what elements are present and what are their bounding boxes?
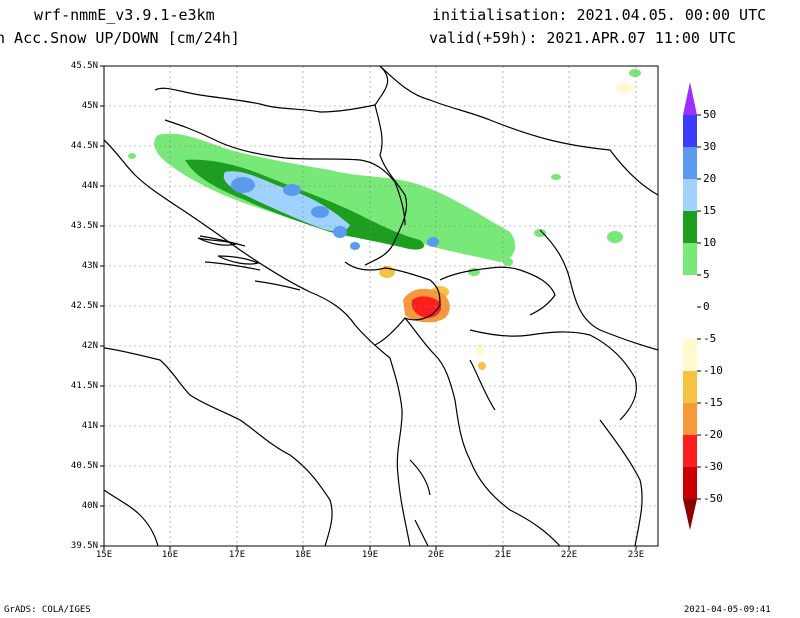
colorbar-label-0: 0: [703, 300, 710, 313]
snow-core-blue-3: [311, 206, 329, 218]
adriatic-east-coast: [103, 139, 411, 547]
corfu-area: [409, 459, 431, 547]
model-title: wrf-nmmE_v3.9.1-e3km: [34, 6, 215, 24]
snow-fields: [128, 69, 641, 370]
bulgaria-border: [539, 229, 659, 351]
snow-patch-4: [629, 69, 641, 77]
bosnia-serbia-border: [364, 104, 408, 266]
lat-label-42-5n: 42.5N: [70, 301, 98, 311]
lat-label-44-5n: 44.5N: [70, 141, 98, 151]
melt-light-1: [616, 83, 634, 93]
colorbar: [683, 82, 701, 530]
colorbar-swatch-m30-m50: [683, 467, 697, 499]
islands-3: [217, 255, 260, 265]
snow-patch-2: [534, 229, 546, 237]
melt-yellow-3: [478, 362, 486, 370]
colorbar-label-m30: -30: [703, 460, 723, 473]
lat-label-41-5n: 41.5N: [70, 381, 98, 391]
colorbar-label-15: 15: [703, 204, 717, 217]
snow-patch-5: [551, 174, 561, 180]
colorbar-swatch-30-20: [683, 147, 697, 179]
colorbar-swatch-10-5: [683, 243, 697, 275]
lon-label-22e: 22E: [560, 550, 578, 560]
lon-label-23e: 23E: [627, 550, 645, 560]
lat-label-41n: 41N: [81, 421, 98, 431]
italy-west-coast: [103, 347, 333, 547]
init-time: initialisation: 2021.04.05. 00:00 UTC: [432, 6, 767, 24]
snow-core-blue-2: [283, 184, 301, 196]
greece-border: [469, 359, 643, 547]
italy-heel: [103, 489, 159, 547]
snow-core-blue-1: [231, 177, 255, 193]
serbia-east: [379, 65, 659, 196]
slovenia-croatia-border: [154, 65, 389, 113]
snow-core-blue-6: [350, 242, 360, 250]
tick-marks: [100, 65, 637, 550]
islands-1: [199, 235, 301, 291]
snow-core-blue-4: [333, 226, 347, 238]
lat-label-40n: 40N: [81, 501, 98, 511]
colorbar-label-20: 20: [703, 172, 717, 185]
colorbar-bottom-arrow: [683, 499, 697, 530]
colorbar-label-30: 30: [703, 140, 717, 153]
colorbar-label-m20: -20: [703, 428, 723, 441]
snow-patch-7: [128, 153, 136, 159]
colorbar-label-m5: -5: [703, 332, 717, 345]
colorbar-label-m15: -15: [703, 396, 723, 409]
coastlines-borders: [103, 65, 659, 547]
colorbar-swatch-m10-m15: [683, 371, 697, 403]
lon-label-19e: 19E: [361, 550, 379, 560]
colorbar-swatch-m15-m20: [683, 403, 697, 435]
lon-label-20e: 20E: [427, 550, 445, 560]
lon-label-15e: 15E: [95, 550, 113, 560]
albania-border: [404, 317, 561, 547]
colorbar-swatch-20-15: [683, 179, 697, 211]
colorbar-label-m10: -10: [703, 364, 723, 377]
lat-label-44n: 44N: [81, 181, 98, 191]
lat-label-43n: 43N: [81, 261, 98, 271]
melt-light-2: [475, 345, 485, 355]
colorbar-label-50: 50: [703, 108, 717, 121]
lon-label-21e: 21E: [494, 550, 512, 560]
colorbar-swatch-50-30: [683, 115, 697, 147]
field-title: n Acc.Snow UP/DOWN [cm/24h]: [0, 29, 240, 47]
snow-patch-1: [454, 233, 470, 243]
lat-label-45-5n: 45.5N: [70, 61, 98, 71]
macedonia-border: [469, 329, 637, 421]
lat-label-42n: 42N: [81, 341, 98, 351]
colorbar-label-5: 5: [703, 268, 710, 281]
footer-timestamp: 2021-04-05-09:41: [684, 605, 771, 615]
colorbar-swatch-15-10: [683, 211, 697, 243]
colorbar-label-10: 10: [703, 236, 717, 249]
colorbar-swatch-m20-m30: [683, 435, 697, 467]
snow-patch-6: [503, 258, 513, 266]
valid-time: valid(+59h): 2021.APR.07 11:00 UTC: [429, 29, 737, 47]
montenegro-border: [344, 261, 441, 346]
lat-label-43-5n: 43.5N: [70, 221, 98, 231]
snow-band-light-green: [154, 133, 516, 262]
lat-label-39-5n: 39.5N: [70, 541, 98, 551]
colorbar-swatch-5-0: [683, 275, 697, 307]
footer-credit: GrADS: COLA/IGES: [4, 605, 91, 615]
colorbar-label-m50: -50: [703, 492, 723, 505]
lon-label-16e: 16E: [161, 550, 179, 560]
lon-label-17e: 17E: [228, 550, 246, 560]
islands-2: [197, 237, 238, 246]
colorbar-top-arrow: [683, 82, 697, 115]
snow-patch-3: [607, 231, 623, 243]
croatia-bosnia-border: [164, 119, 406, 226]
colorbar-swatch-m5-m10: [683, 339, 697, 371]
colorbar-swatch-0-m5: [683, 307, 697, 339]
lat-label-40-5n: 40.5N: [70, 461, 98, 471]
lon-label-18e: 18E: [294, 550, 312, 560]
serbia-kosovo-border: [439, 266, 556, 316]
lat-label-45n: 45N: [81, 101, 98, 111]
snow-core-blue-5: [427, 237, 439, 247]
